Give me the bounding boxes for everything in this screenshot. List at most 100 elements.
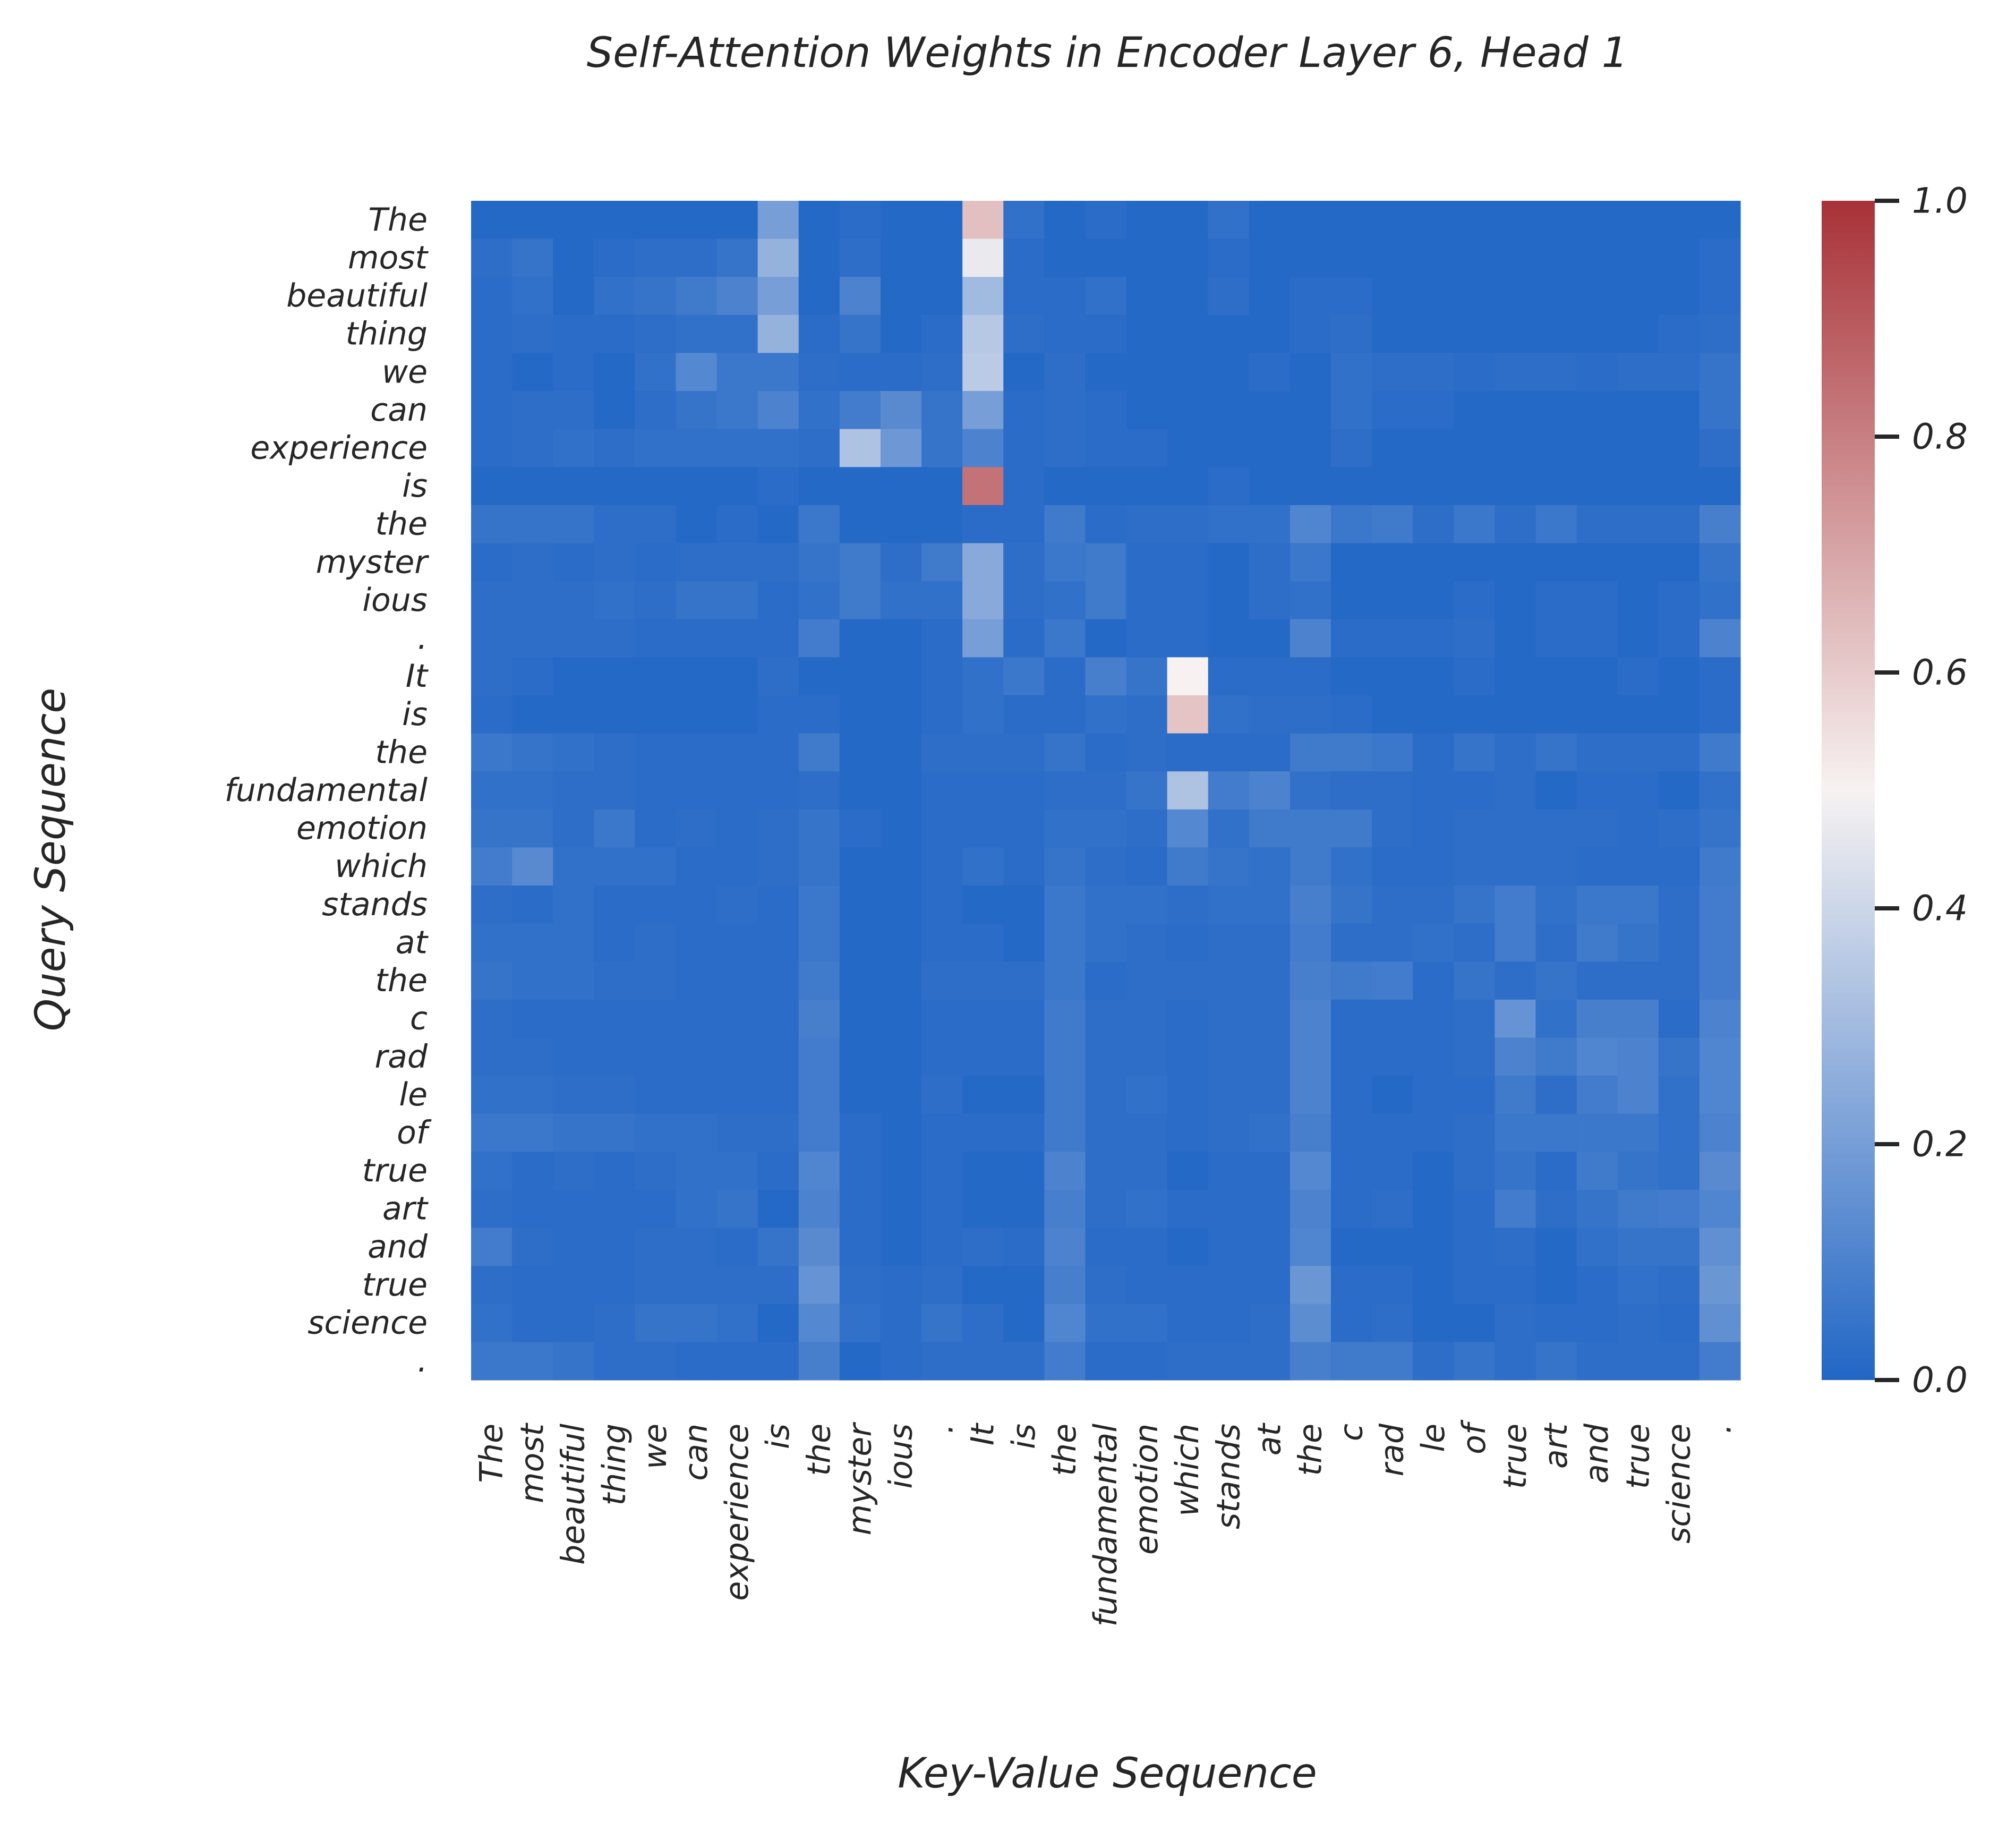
heatmap-cell [1413,657,1454,696]
heatmap-cell [1167,1342,1209,1381]
heatmap-cell [1699,695,1741,734]
heatmap-cell [1413,885,1454,924]
heatmap-cell [1454,239,1496,277]
y-tick-labels: Themostbeautifulthingwecanexperienceisth… [225,201,432,1379]
heatmap-cell [1658,847,1700,886]
heatmap-cell [757,1266,799,1305]
heatmap-cell [1699,239,1741,277]
y-tick-label: the [375,734,428,771]
heatmap-cell [1208,1342,1250,1381]
heatmap-cell [1249,429,1291,467]
heatmap-cell [1576,505,1618,544]
heatmap-cell [471,1113,513,1152]
heatmap-cell [962,771,1004,810]
heatmap-cell [1494,543,1536,582]
heatmap-cell [635,353,677,391]
heatmap-cell [676,581,718,620]
heatmap-cell [716,885,758,924]
heatmap-cell [798,733,840,772]
heatmap-cell [676,923,718,962]
heatmap-cell [716,391,758,430]
heatmap-cell [1208,923,1250,962]
heatmap-cell [1372,353,1413,391]
heatmap-cell [716,467,758,506]
heatmap-cell [553,999,594,1038]
heatmap-cell [921,1189,963,1229]
heatmap-cell [635,314,677,354]
heatmap-cell [1454,733,1496,772]
heatmap-cell [635,771,677,810]
heatmap-cell [1372,695,1413,734]
heatmap-cell [1044,1266,1086,1305]
heatmap-cell [1167,429,1209,467]
heatmap-cell [1044,581,1086,620]
heatmap-cell [716,1113,758,1152]
heatmap-cell [635,847,677,886]
heatmap-cell [1249,1189,1291,1229]
y-tick-label: the [375,506,428,543]
heatmap-cell [635,467,677,506]
heatmap-cell [1003,277,1045,316]
heatmap-cell [798,391,840,430]
heatmap-cell [594,353,635,391]
heatmap-cell [962,239,1004,277]
heatmap-cell [471,1266,513,1305]
heatmap-cell [1413,771,1454,810]
heatmap-cell [1249,581,1291,620]
heatmap-cell [757,1342,799,1381]
heatmap-cell [880,961,922,1000]
heatmap-cell [1167,923,1209,962]
heatmap-cell [1044,1228,1086,1266]
heatmap-cell [594,885,635,924]
heatmap-cell [880,467,922,506]
heatmap-cell [921,1076,963,1114]
heatmap-cell [716,923,758,962]
heatmap-cell [676,771,718,810]
heatmap-cell [676,201,718,240]
heatmap-cell [676,695,718,734]
heatmap-cell [1494,657,1536,696]
heatmap-cell [1249,1037,1291,1076]
heatmap-cell [1167,961,1209,1000]
heatmap-cell [1167,809,1209,848]
heatmap-cell [1249,961,1291,1000]
heatmap-cell [1249,657,1291,696]
heatmap-cell [716,505,758,544]
heatmap-cell [635,239,677,277]
heatmap-cell [553,885,594,924]
heatmap-cell [716,239,758,277]
x-tick-label: and [1578,1423,1616,1484]
heatmap-cell [1658,1152,1700,1190]
heatmap-cell [1535,1228,1577,1266]
heatmap-cell [594,581,635,620]
heatmap-cell [1658,923,1700,962]
heatmap-cell [880,1037,922,1076]
heatmap-cell [798,999,840,1038]
heatmap-cell [1535,581,1577,620]
heatmap-cell [1372,1152,1413,1190]
heatmap-cell [1289,961,1331,1000]
heatmap-cell [716,543,758,582]
heatmap-cell [1085,353,1127,391]
heatmap-cell [880,809,922,848]
heatmap-cell [594,695,635,734]
heatmap-cell [1576,1266,1618,1305]
heatmap-cell [1289,239,1331,277]
heatmap-cell [1003,505,1045,544]
heatmap-cell [757,543,799,582]
heatmap-cell [757,239,799,277]
heatmap-cell [1658,885,1700,924]
heatmap-cell [594,505,635,544]
y-tick-label: It [406,658,429,695]
heatmap-cell [880,1152,922,1190]
heatmap-cell [1126,1342,1168,1381]
heatmap-cell [1331,429,1372,467]
heatmap-cell [1085,314,1127,354]
heatmap-cell [1617,619,1659,658]
heatmap-cell [1658,543,1700,582]
heatmap-cell [1576,809,1618,848]
heatmap-cell [1208,771,1250,810]
heatmap-cell [1494,1304,1536,1342]
heatmap-cell [880,1113,922,1152]
heatmap-cell [512,277,553,316]
